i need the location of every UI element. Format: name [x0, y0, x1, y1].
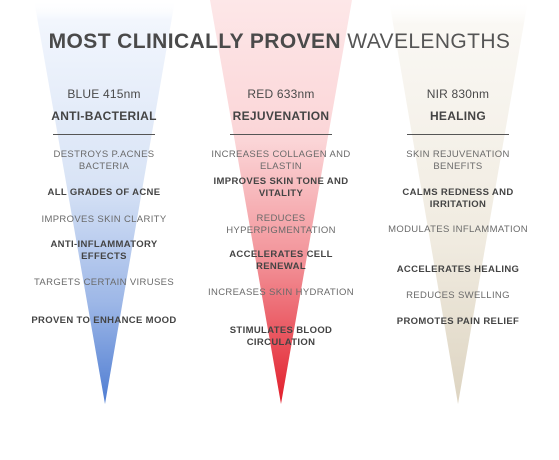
benefit-item: PROVEN TO ENHANCE MOOD: [31, 315, 177, 326]
benefit-item: SKIN REJUVENATION BENEFITS: [406, 149, 510, 172]
wavelength-label: RED 633nm: [247, 87, 315, 101]
benefit-item: REDUCES HYPERPIGMENTATION: [226, 213, 336, 236]
column-blue: BLUE 415nm ANTI-BACTERIAL DESTROYS P.ACN…: [29, 86, 179, 326]
category-label: ANTI-BACTERIAL: [51, 109, 157, 123]
benefit-item: PROMOTES PAIN RELIEF: [396, 316, 520, 327]
benefit-item: TARGETS CERTAIN VIRUSES: [33, 277, 174, 288]
benefit-item: ALL GRADES OF ACNE: [47, 187, 161, 198]
wavelength-label: BLUE 415nm: [67, 87, 141, 101]
divider: [230, 134, 332, 135]
benefit-item: ACCELERATES CELL RENEWAL: [229, 249, 333, 272]
benefit-item: REDUCES SWELLING: [406, 290, 510, 301]
title-light: WAVELENGTHS: [347, 30, 511, 53]
benefit-item: CALMS REDNESS AND IRRITATION: [402, 187, 514, 210]
benefit-item: MODULATES INFLAMMATION: [388, 224, 528, 235]
benefit-item: DESTROYS P.ACNES BACTERIA: [53, 149, 155, 172]
column-nir: NIR 830nm HEALING SKIN REJUVENATION BENE…: [383, 86, 533, 327]
benefit-item: ANTI-INFLAMMATORY EFFECTS: [50, 239, 158, 262]
benefit-item: INCREASES SKIN HYDRATION: [208, 287, 354, 298]
divider: [407, 134, 509, 135]
page-title: MOST CLINICALLY PROVEN WAVELENGTHS: [0, 30, 559, 54]
red-beam: [210, 0, 352, 404]
benefit-item: INCREASES COLLAGEN AND ELASTIN: [211, 149, 351, 172]
nir-beam: [389, 0, 528, 404]
category-label: REJUVENATION: [232, 109, 330, 123]
benefit-item: IMPROVES SKIN TONE AND VITALITY: [213, 176, 349, 199]
benefit-item: IMPROVES SKIN CLARITY: [41, 214, 167, 225]
blue-beam: [34, 0, 175, 404]
divider: [53, 134, 155, 135]
category-label: HEALING: [429, 109, 487, 123]
wavelength-label: NIR 830nm: [426, 87, 490, 101]
column-red: RED 633nm REJUVENATION INCREASES COLLAGE…: [206, 86, 356, 348]
benefit-item: STIMULATES BLOOD CIRCULATION: [229, 325, 333, 348]
benefit-item: ACCELERATES HEALING: [396, 264, 520, 275]
title-strong: MOST CLINICALLY PROVEN: [48, 30, 341, 53]
